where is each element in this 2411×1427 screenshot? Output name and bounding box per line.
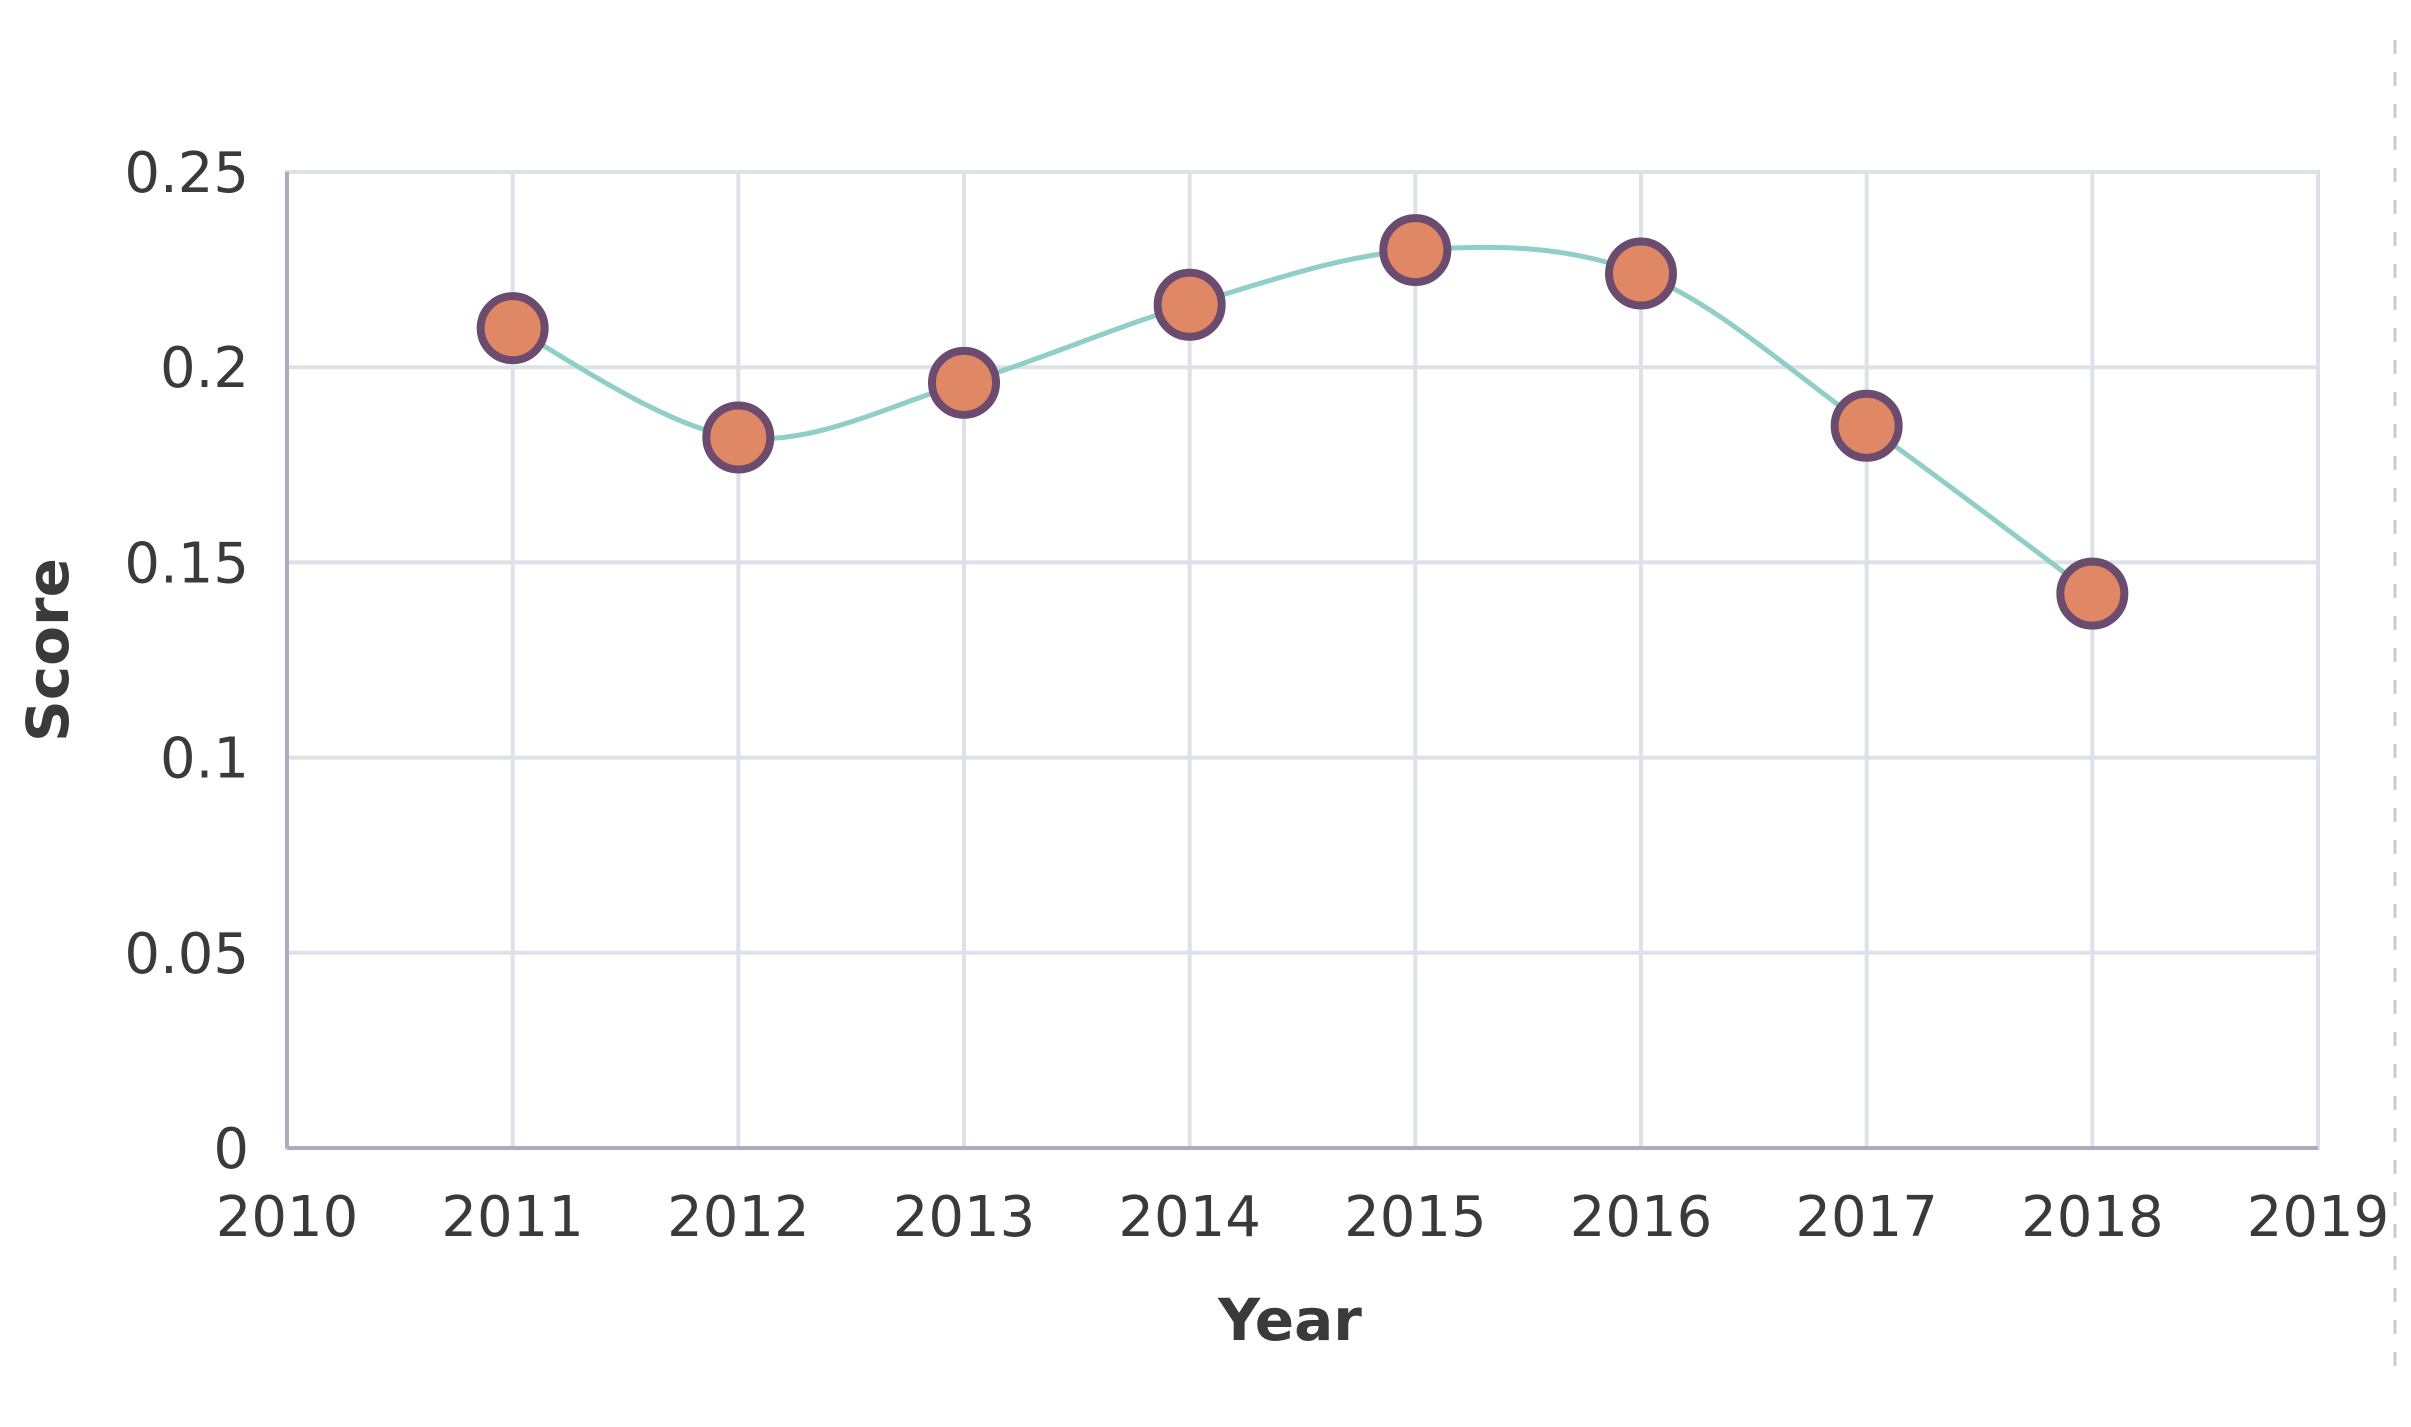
y-tick-label: 0.15 — [124, 531, 249, 596]
x-tick-label: 2010 — [216, 1185, 359, 1250]
x-tick-label: 2014 — [1118, 1185, 1261, 1250]
x-tick-label: 2017 — [1795, 1185, 1938, 1250]
y-tick-label: 0 — [213, 1117, 249, 1182]
y-tick-label: 0.1 — [160, 727, 249, 792]
data-point — [1830, 389, 1903, 462]
data-point — [1379, 214, 1452, 287]
y-tick-label: 0.05 — [124, 922, 249, 987]
data-point — [2056, 557, 2129, 630]
y-tick-label: 0.2 — [160, 336, 249, 401]
data-points — [476, 214, 2129, 630]
data-point — [702, 401, 775, 474]
data-point — [476, 292, 549, 365]
grid — [285, 170, 2320, 1150]
data-point — [1605, 237, 1677, 310]
x-tick-label: 2018 — [2021, 1185, 2164, 1250]
y-axis-title: Score — [14, 558, 82, 742]
x-tick-label: 2013 — [893, 1185, 1036, 1250]
y-tick-label: 0.25 — [124, 141, 249, 206]
tick-labels: 2010 2011 2012 2013 2014 2015 2016 2017 2018 2019… — [124, 141, 2389, 1250]
data-point — [928, 346, 1000, 419]
axes — [285, 172, 2318, 1150]
x-tick-label: 2015 — [1344, 1185, 1487, 1250]
x-tick-label: 2012 — [667, 1185, 810, 1250]
x-tick-label: 2011 — [441, 1185, 584, 1250]
plot-area — [285, 170, 2320, 1150]
data-point — [1153, 268, 1226, 341]
x-tick-label: 2016 — [1570, 1185, 1713, 1250]
x-axis-title: Year — [1217, 1286, 1362, 1354]
x-tick-label: 2019 — [2247, 1185, 2390, 1250]
